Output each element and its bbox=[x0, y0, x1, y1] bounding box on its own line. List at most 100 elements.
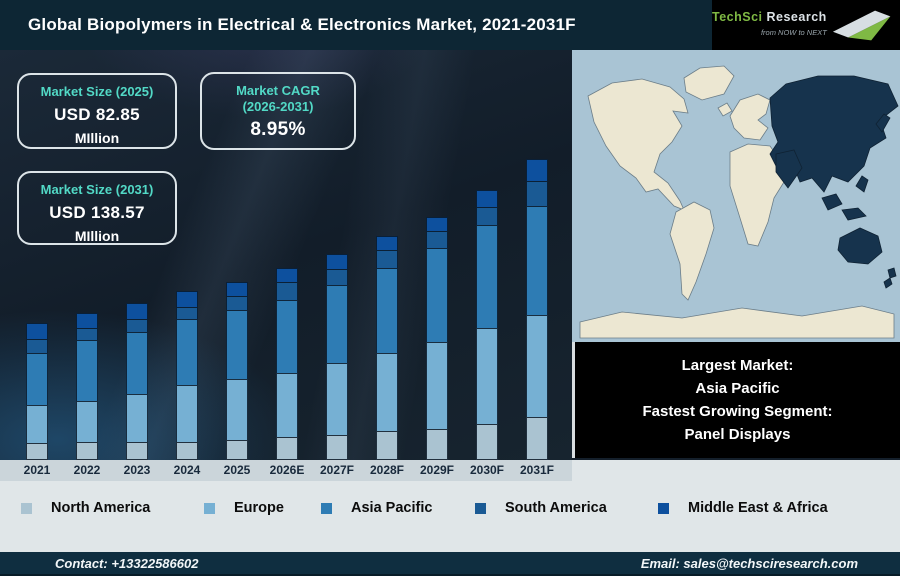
bar-segment-asia-pacific bbox=[126, 331, 148, 396]
stat-label: Market Size (2025) bbox=[40, 84, 154, 99]
bar-segment-south-america bbox=[276, 281, 298, 301]
stat-value: USD 138.57 bbox=[49, 203, 145, 222]
legend-label-south-america: South America bbox=[505, 500, 607, 516]
bar-segment-north-america bbox=[226, 439, 248, 460]
bar-2025 bbox=[226, 281, 248, 460]
x-axis: 2021 2022 2023 2024 2025 2026E 2027F 2028F 2029F… bbox=[0, 460, 572, 481]
bar-segment-south-america bbox=[126, 318, 148, 333]
bar-segment-middle-east-africa bbox=[76, 313, 98, 330]
x-axis-label-2028f: 2028F bbox=[369, 463, 405, 477]
bar-segment-europe bbox=[26, 404, 48, 445]
legend-swatch-europe bbox=[204, 502, 215, 514]
bar-2027f bbox=[326, 254, 348, 460]
techsci-logo: TechSci Research from NOW to NEXT bbox=[712, 0, 900, 50]
bar-segment-south-america bbox=[326, 268, 348, 286]
x-axis-label-2029f: 2029F bbox=[419, 463, 455, 477]
stacked-bar-chart bbox=[0, 50, 572, 460]
logo-arrow-icon bbox=[832, 10, 891, 41]
logo-tagline: from NOW to NEXT bbox=[760, 28, 827, 37]
world-map-image bbox=[572, 50, 900, 342]
legend-item-south-america: South America bbox=[475, 496, 607, 520]
x-axis-label-2030f: 2030F bbox=[469, 463, 505, 477]
stat-box-market-cagr: Market CAGR (2026-2031) 8.95% bbox=[200, 72, 356, 150]
bar-segment-south-america bbox=[526, 180, 548, 208]
legend-label-middle-east-africa: Middle East & Africa bbox=[688, 500, 828, 516]
bar-segment-south-america bbox=[226, 295, 248, 312]
stat-unit: MIllion bbox=[74, 130, 120, 146]
chart-legend: North America Europe Asia Pacific South Ame… bbox=[0, 496, 900, 526]
stat-label: Market CAGR bbox=[236, 83, 320, 98]
stat-box-market-size-2031: Market Size (2031) USD 138.57 MIllion bbox=[17, 171, 177, 245]
legend-item-north-america: North America bbox=[21, 496, 150, 520]
bar-2029f bbox=[426, 216, 448, 460]
bar-segment-asia-pacific bbox=[76, 339, 98, 402]
page-title: Global Biopolymers in Electrical & Elect… bbox=[28, 15, 576, 34]
bar-2028f bbox=[376, 236, 398, 460]
stat-label: Market Size (2031) bbox=[40, 182, 154, 197]
title-bar: Global Biopolymers in Electrical & Elect… bbox=[0, 0, 900, 50]
stat-box-market-size-2025: Market Size (2025) USD 82.85 MIllion bbox=[17, 73, 177, 149]
bar-segment-middle-east-africa bbox=[26, 323, 48, 341]
logo-brand-primary: TechSci bbox=[712, 10, 763, 24]
bar-segment-north-america bbox=[26, 443, 48, 460]
bar-2023 bbox=[126, 303, 148, 460]
bar-segment-south-america bbox=[376, 250, 398, 269]
legend-label-asia-pacific: Asia Pacific bbox=[351, 500, 433, 516]
bar-segment-south-america bbox=[476, 207, 498, 226]
chart-panel: Market Size (2025) USD 82.85 MIllion Mar… bbox=[0, 50, 572, 460]
bar-segment-middle-east-africa bbox=[476, 190, 498, 209]
bar-segment-asia-pacific bbox=[476, 224, 498, 329]
contact-phone: Contact: +13322586602 bbox=[55, 555, 199, 571]
bar-segment-north-america bbox=[176, 442, 198, 460]
bar-2030f bbox=[476, 190, 498, 460]
bar-segment-europe bbox=[276, 373, 298, 438]
bar-segment-europe bbox=[76, 400, 98, 443]
legend-item-europe: Europe bbox=[204, 496, 284, 520]
bar-segment-asia-pacific bbox=[376, 267, 398, 355]
bar-segment-middle-east-africa bbox=[276, 268, 298, 283]
bar-2024 bbox=[176, 291, 198, 460]
legend-item-middle-east-africa: Middle East & Africa bbox=[658, 496, 828, 520]
x-axis-label-2023: 2023 bbox=[123, 463, 151, 477]
bar-segment-europe bbox=[426, 342, 448, 430]
bar-segment-middle-east-africa bbox=[376, 236, 398, 252]
bar-segment-europe bbox=[326, 362, 348, 436]
bar-segment-middle-east-africa bbox=[526, 159, 548, 182]
bar-segment-middle-east-africa bbox=[176, 291, 198, 309]
bar-segment-north-america bbox=[326, 434, 348, 460]
x-axis-label-2021: 2021 bbox=[23, 463, 51, 477]
x-axis-label-2025: 2025 bbox=[223, 463, 251, 477]
bar-segment-middle-east-africa bbox=[326, 254, 348, 270]
legend-swatch-south-america bbox=[475, 502, 486, 514]
highlight-fastest-segment-label: Fastest Growing Segment: bbox=[642, 403, 833, 420]
stat-unit: MIllion bbox=[74, 228, 120, 244]
stat-value: USD 82.85 bbox=[54, 105, 140, 124]
bar-segment-asia-pacific bbox=[26, 352, 48, 406]
bar-segment-asia-pacific bbox=[276, 299, 298, 375]
bar-segment-europe bbox=[126, 394, 148, 444]
bar-segment-north-america bbox=[426, 429, 448, 460]
x-axis-label-2026e: 2026E bbox=[269, 463, 305, 477]
bar-segment-asia-pacific bbox=[226, 310, 248, 381]
world-map bbox=[572, 50, 900, 342]
contact-bar: Contact: +13322586602 Email: sales@techs… bbox=[0, 552, 900, 576]
x-axis-label-2024: 2024 bbox=[173, 463, 201, 477]
bottom-strip: 2021 2022 2023 2024 2025 2026E 2027F 2028F 2029F… bbox=[0, 460, 900, 552]
bar-segment-europe bbox=[176, 384, 198, 443]
bar-segment-asia-pacific bbox=[426, 248, 448, 344]
legend-item-asia-pacific: Asia Pacific bbox=[321, 496, 432, 520]
bar-2026e bbox=[276, 268, 298, 460]
bar-segment-north-america bbox=[126, 442, 148, 460]
logo-brand-secondary: Research bbox=[766, 10, 827, 24]
bar-segment-north-america bbox=[76, 442, 98, 460]
legend-swatch-middle-east-africa bbox=[658, 502, 669, 514]
bar-2022 bbox=[76, 313, 98, 460]
stat-value: 8.95% bbox=[250, 119, 306, 140]
logo-brand: TechSci Research bbox=[712, 11, 827, 24]
legend-swatch-north-america bbox=[21, 502, 32, 514]
highlight-largest-market-label: Largest Market: bbox=[681, 357, 794, 374]
bar-segment-north-america bbox=[276, 436, 298, 460]
bar-segment-europe bbox=[376, 353, 398, 432]
bar-segment-europe bbox=[526, 315, 548, 418]
